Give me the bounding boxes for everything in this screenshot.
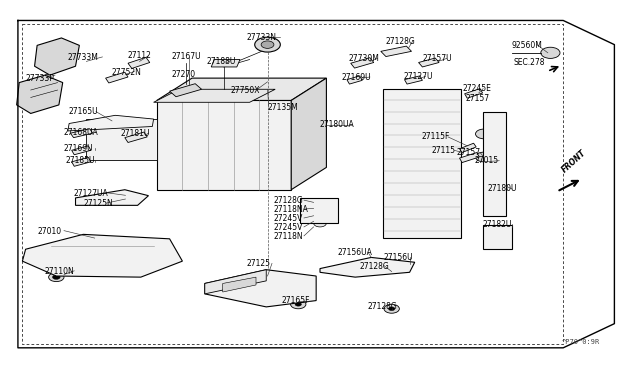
Text: 27169U: 27169U [64,144,93,153]
Text: 27127UA: 27127UA [74,189,108,198]
Polygon shape [351,58,374,68]
Circle shape [255,37,280,52]
Text: 27733M: 27733M [67,53,98,62]
Polygon shape [86,119,157,160]
Text: 27135M: 27135M [268,103,298,112]
Circle shape [388,307,395,311]
Polygon shape [72,146,91,155]
Polygon shape [404,76,422,84]
Text: 27125: 27125 [246,259,270,268]
Circle shape [52,275,60,279]
Polygon shape [205,270,266,294]
Text: 27167U: 27167U [172,52,201,61]
Circle shape [476,152,492,162]
Text: 27156U: 27156U [384,253,413,262]
Text: 27125N: 27125N [83,199,113,208]
Polygon shape [211,60,240,67]
Polygon shape [128,57,150,68]
Text: 27115: 27115 [431,146,456,155]
Polygon shape [17,75,63,113]
Text: ^P70^0:9R: ^P70^0:9R [562,339,600,345]
Polygon shape [465,89,483,98]
Text: SEC.278: SEC.278 [513,58,545,67]
Polygon shape [347,76,362,84]
Polygon shape [125,132,147,142]
Circle shape [384,304,399,313]
Polygon shape [419,58,439,67]
Text: 27180UA: 27180UA [320,120,355,129]
Text: 27015: 27015 [475,156,499,165]
Polygon shape [170,84,202,97]
Text: 27181U: 27181U [120,129,150,138]
Circle shape [314,206,326,214]
Text: 27128G: 27128G [360,262,389,271]
Polygon shape [381,46,412,57]
Text: 27128G: 27128G [385,37,415,46]
Polygon shape [291,78,326,190]
Text: 27169U: 27169U [342,73,371,81]
Text: 27165U: 27165U [68,107,98,116]
Text: 92560M: 92560M [512,41,543,50]
Text: 27118N: 27118N [273,232,303,241]
Polygon shape [106,72,128,83]
Text: FRONT: FRONT [560,148,588,175]
Polygon shape [300,198,338,223]
Text: 27245V: 27245V [273,214,303,223]
Polygon shape [460,143,476,153]
Text: 27128G: 27128G [368,302,397,311]
Circle shape [314,219,326,227]
Text: 27112: 27112 [128,51,152,60]
Polygon shape [70,129,93,138]
Polygon shape [76,190,148,205]
Text: 27270: 27270 [172,70,196,79]
Text: 27118NA: 27118NA [273,205,308,214]
Polygon shape [460,153,479,163]
Circle shape [261,41,274,48]
Polygon shape [483,225,512,249]
Text: 27115F: 27115F [421,132,449,141]
Text: 27733N: 27733N [246,33,276,42]
Polygon shape [22,234,182,277]
Text: 27730M: 27730M [349,54,380,63]
Polygon shape [320,257,415,277]
Polygon shape [157,100,291,190]
Text: 27110N: 27110N [45,267,74,276]
Text: 27157: 27157 [466,94,490,103]
Polygon shape [383,89,461,238]
Text: 27128G: 27128G [273,196,303,205]
Text: 27010: 27010 [37,227,61,236]
Text: 27750X: 27750X [230,86,260,94]
Text: 27245V: 27245V [273,223,303,232]
Text: 27157U: 27157U [422,54,452,63]
Polygon shape [154,89,275,102]
Text: 27188U: 27188U [206,57,236,66]
Text: 27157: 27157 [457,148,481,157]
Text: 27185U: 27185U [66,156,95,165]
Text: 27733P: 27733P [26,74,54,83]
Polygon shape [483,112,506,216]
Polygon shape [157,78,326,100]
Polygon shape [72,157,91,166]
Text: 27182U: 27182U [483,220,512,229]
Text: 27156UA: 27156UA [337,248,372,257]
Text: 27168UA: 27168UA [64,128,99,137]
Circle shape [476,129,492,139]
Polygon shape [223,277,256,292]
Polygon shape [205,270,316,307]
Circle shape [314,213,326,220]
Text: 27127U: 27127U [403,72,433,81]
Circle shape [295,302,301,306]
Polygon shape [35,38,79,75]
Polygon shape [68,115,154,131]
Circle shape [291,300,306,309]
Circle shape [49,273,64,282]
Circle shape [541,47,560,58]
Text: 27245E: 27245E [462,84,491,93]
Text: 27165F: 27165F [282,296,310,305]
Text: 27180U: 27180U [488,185,517,193]
Text: 27752N: 27752N [112,68,142,77]
